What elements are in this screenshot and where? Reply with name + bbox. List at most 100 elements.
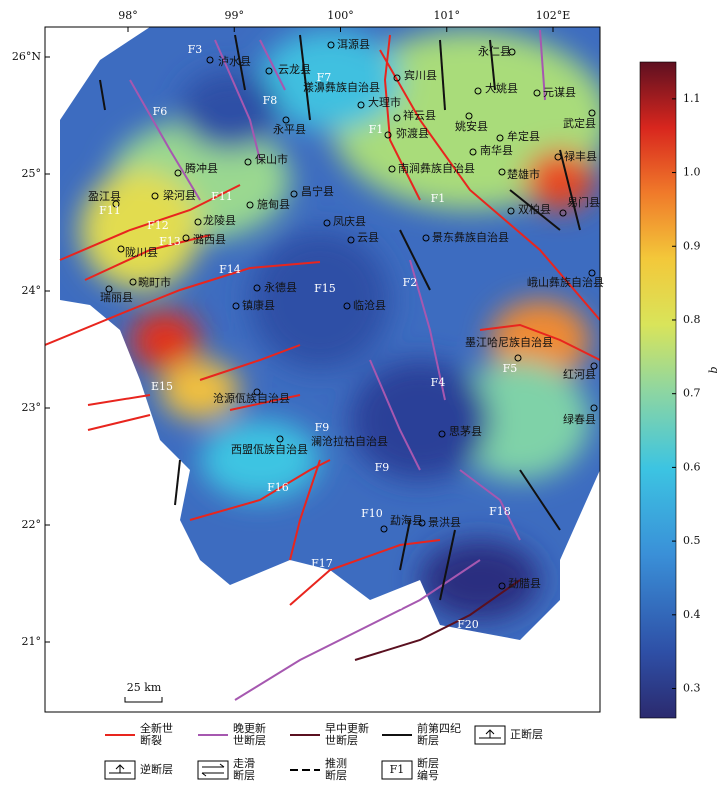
legend-label: 断层	[417, 756, 439, 770]
fault-line	[439, 529, 456, 601]
legend-label: 世断层	[325, 733, 358, 747]
y-tick-label: 21°	[22, 635, 42, 648]
place-marker	[323, 219, 331, 227]
place-label: 凤庆县	[333, 214, 366, 228]
fault-line	[174, 459, 181, 506]
fault-line	[99, 79, 106, 111]
place-marker	[590, 362, 598, 370]
place-label: 保山市	[255, 152, 288, 166]
legend-glyph	[109, 764, 131, 774]
colorbar	[639, 61, 677, 719]
place-marker	[105, 285, 113, 293]
legend-label: 断层	[325, 768, 347, 782]
place-label: 昌宁县	[301, 184, 334, 198]
colorbar-tick-label: 0.4	[683, 608, 701, 621]
place-label: 澜沧拉祜自治县	[311, 434, 388, 448]
colorbar-tick-label: 0.8	[683, 313, 701, 326]
place-label: 绿春县	[563, 412, 596, 426]
fault-label: F8	[263, 94, 278, 107]
place-marker	[112, 200, 120, 208]
place-label: 沧源佤族自治县	[213, 391, 290, 405]
place-label: 元谋县	[543, 86, 576, 99]
legend-label: 全新世	[140, 721, 173, 735]
place-label: 畹町市	[138, 275, 171, 289]
fault-line	[259, 39, 286, 91]
place-marker	[129, 278, 137, 286]
fault-label: F9	[315, 421, 330, 434]
colorbar-tick-label: 1.1	[683, 92, 701, 105]
fault-line	[234, 559, 481, 701]
place-label: 易门县	[567, 195, 600, 209]
place-label: 施甸县	[257, 198, 290, 211]
place-marker	[469, 148, 477, 156]
place-label: 牟定县	[507, 129, 540, 143]
fault-label: F6	[153, 105, 168, 118]
faults	[45, 29, 600, 701]
place-marker	[232, 302, 240, 310]
fault-label: F7	[317, 71, 332, 84]
fault-label: F4	[431, 376, 446, 389]
x-tick-label: 99°	[225, 9, 245, 22]
fault-line	[439, 39, 446, 111]
place-label: 云龙县	[278, 63, 311, 76]
legend-symbol	[474, 725, 506, 745]
fault-label: F10	[361, 507, 383, 520]
fault-line	[299, 34, 311, 121]
place-marker	[588, 109, 596, 117]
fault-label: F11	[211, 190, 233, 203]
place-marker	[253, 284, 261, 292]
place-marker	[554, 153, 562, 161]
map-area	[45, 27, 600, 701]
place-label: 永仁县	[478, 44, 511, 58]
place-label: 武定县	[563, 116, 596, 130]
colorbar-tick-label: 0.5	[683, 534, 701, 547]
x-tick-label: 102°E	[536, 9, 571, 22]
scale-bar	[124, 697, 163, 703]
colorbar-tick-label: 0.9	[683, 239, 701, 252]
place-marker	[496, 134, 504, 142]
fault-label: F15	[314, 282, 336, 295]
place-marker	[265, 67, 273, 75]
place-label: 腾冲县	[185, 161, 218, 175]
fault-label: F19	[382, 599, 404, 612]
fault-label: F17	[311, 557, 333, 570]
x-tick-label: 98°	[118, 9, 138, 22]
place-marker	[393, 114, 401, 122]
place-label: 潞西县	[193, 232, 226, 246]
place-label: 瑞丽县	[100, 290, 133, 304]
place-label: 宾川县	[404, 68, 437, 82]
fault-line	[383, 34, 421, 201]
place-marker	[514, 354, 522, 362]
scale-bar-label: 25 km	[127, 681, 162, 694]
fault-label: F3	[188, 43, 203, 56]
y-tick-label: 25°	[22, 167, 42, 180]
fault-line	[45, 261, 321, 346]
place-marker	[194, 218, 202, 226]
place-marker	[507, 207, 515, 215]
legend-label: 推测	[325, 756, 347, 770]
y-tick-label: 22°	[22, 518, 42, 531]
place-label: 峨山彝族自治县	[527, 275, 604, 289]
fault-line	[459, 469, 521, 541]
colorbar-tick-label: 1.0	[683, 166, 701, 179]
fault-line	[559, 149, 581, 231]
place-label: 双柏县	[518, 202, 551, 216]
fault-label: F9	[375, 461, 390, 474]
place-label: 南涧彝族自治县	[398, 161, 475, 175]
fault-label: F2	[403, 276, 418, 289]
place-label: 盈江县	[88, 190, 121, 203]
place-marker	[393, 74, 401, 82]
place-marker	[151, 192, 159, 200]
legend-symbol	[381, 760, 413, 780]
legend-symbol	[197, 760, 229, 780]
place-label: 大理市	[368, 95, 401, 109]
place-marker	[282, 116, 290, 124]
fault-line	[289, 459, 321, 561]
place-label: 云县	[357, 231, 379, 244]
legend-label: 早中更新	[325, 721, 369, 735]
place-label: 红河县	[563, 368, 596, 381]
place-marker	[559, 209, 567, 217]
place-label: 泸水县	[218, 55, 251, 68]
legend-label: 前第四纪	[417, 721, 461, 735]
fault-line	[129, 79, 201, 201]
